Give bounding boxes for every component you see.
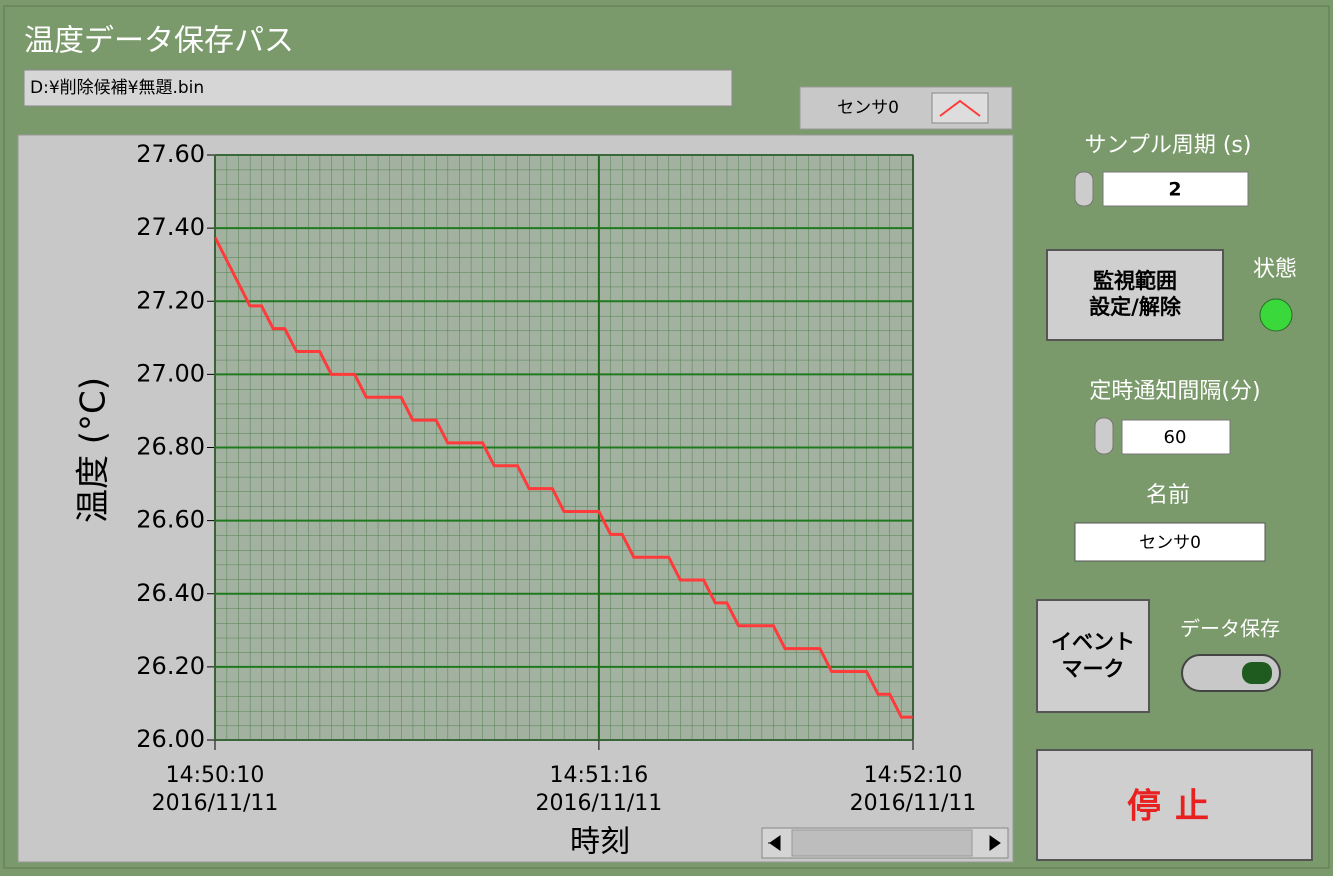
x-tick-date: 2016/11/11 xyxy=(535,791,662,816)
y-tick-label: 27.40 xyxy=(136,213,205,241)
path-field[interactable] xyxy=(23,69,733,107)
name-value: センサ0 xyxy=(1139,533,1201,553)
save-toggle-knob xyxy=(1242,662,1272,684)
path-value: D:¥削除候補¥無題.bin xyxy=(30,78,204,98)
event-button-line2: マーク xyxy=(1062,657,1125,681)
y-tick-label: 27.00 xyxy=(136,359,205,387)
scroll-right[interactable] xyxy=(989,835,1001,851)
status-label: 状態 xyxy=(1253,257,1297,282)
status-led xyxy=(1259,298,1293,332)
interval-spinner[interactable] xyxy=(1094,417,1114,455)
x-axis-label: 時刻 xyxy=(570,825,630,860)
x-tick-label: 14:50:10 xyxy=(166,763,265,788)
x-tick-label: 14:52:10 xyxy=(864,763,963,788)
legend-label: センサ0 xyxy=(837,98,899,118)
legend-swatch xyxy=(939,99,981,117)
y-tick-label: 27.60 xyxy=(136,140,205,168)
y-axis-label: 温度 (°C) xyxy=(74,377,114,523)
y-tick-label: 26.80 xyxy=(136,433,205,461)
sample-field[interactable] xyxy=(1102,171,1249,207)
event-button-line1: イベント xyxy=(1051,630,1135,654)
monitor-button[interactable] xyxy=(1046,249,1224,341)
sample-spinner[interactable] xyxy=(1074,171,1094,207)
x-tick-date: 2016/11/11 xyxy=(152,791,279,816)
interval-value: 60 xyxy=(1164,427,1187,448)
name-label: 名前 xyxy=(1146,483,1190,508)
stop-button-label: 停止 xyxy=(1127,787,1223,827)
monitor-button-line1: 監視範囲 xyxy=(1093,269,1177,293)
scroll-left[interactable] xyxy=(768,835,781,851)
path-label: 温度データ保存パス xyxy=(24,24,294,59)
monitor-button-line2: 設定/解除 xyxy=(1089,295,1182,319)
interval-label: 定時通知間隔(分) xyxy=(1089,379,1260,404)
legend-swatch-box xyxy=(931,92,989,124)
name-field[interactable] xyxy=(1074,522,1266,562)
save-label: データ保存 xyxy=(1180,617,1280,641)
y-tick-label: 26.00 xyxy=(136,725,205,753)
sample-value: 2 xyxy=(1168,179,1181,201)
y-tick-label: 26.40 xyxy=(136,579,205,607)
event-button[interactable] xyxy=(1036,599,1150,713)
y-tick-label: 26.20 xyxy=(136,652,205,680)
y-tick-label: 27.20 xyxy=(136,286,205,314)
x-tick-label: 14:51:16 xyxy=(549,763,648,788)
data-line xyxy=(213,236,913,719)
x-tick-date: 2016/11/11 xyxy=(850,791,977,816)
scroll-thumb[interactable] xyxy=(791,829,973,857)
interval-field[interactable] xyxy=(1121,419,1231,455)
stop-button[interactable] xyxy=(1036,749,1313,861)
plot-border xyxy=(214,154,914,741)
y-tick-label: 26.60 xyxy=(136,506,205,534)
sample-label: サンプル周期 (s) xyxy=(1085,133,1252,158)
